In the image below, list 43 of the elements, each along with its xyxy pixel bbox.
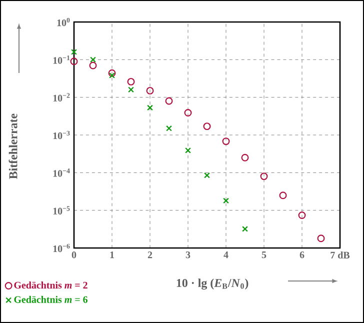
- y-tick-label: 10$^{−4}$: [53, 168, 70, 177]
- point: [184, 108, 192, 116]
- point: [108, 69, 116, 77]
- point: [204, 172, 210, 178]
- x-tick-label: 5: [262, 252, 266, 258]
- point: [241, 154, 249, 162]
- point: [242, 226, 248, 232]
- x-axis-title: 10 · lg (E$_{B}$/N$_{0}$): [176, 278, 248, 290]
- x-tick-label: 4: [224, 252, 228, 258]
- point: [146, 86, 154, 94]
- y-tick-label: 10$^{−6}$: [53, 244, 70, 252]
- x-tick-label: 1: [110, 252, 114, 258]
- point: [165, 97, 173, 105]
- point: [90, 56, 96, 63]
- x-tick-label: 6: [300, 252, 304, 258]
- y-axis-title: Bitfehlerrate: [8, 114, 18, 179]
- point: [223, 198, 229, 204]
- point: [71, 48, 77, 55]
- y-tick-label: 10$^{−1}$: [53, 56, 70, 64]
- point: [128, 86, 134, 93]
- point: [185, 147, 191, 154]
- point: [317, 234, 325, 242]
- y-tick-label: 10$^{0}$: [57, 18, 70, 26]
- point: [203, 122, 211, 130]
- legend-label: Gedächtnis m = 2: [14, 282, 88, 289]
- y-tick-label: 10$^{−3}$: [53, 130, 70, 140]
- point: [260, 172, 268, 180]
- x-tick-label: 7 dB: [330, 252, 350, 259]
- x-tick-label: 3: [186, 252, 190, 258]
- x-tick-label: 0: [72, 252, 76, 258]
- point: [166, 125, 172, 132]
- point: [147, 104, 153, 111]
- point: [70, 58, 78, 66]
- point: [298, 212, 306, 219]
- y-tick-label: 10$^{−2}$: [53, 93, 70, 102]
- point: [222, 138, 230, 146]
- legend-label: Gedächtnis m = 6: [14, 296, 88, 303]
- y-tick-label: 10$^{−5}$: [53, 206, 70, 214]
- point: [89, 62, 97, 70]
- x-tick-label: 2: [148, 252, 152, 258]
- point: [279, 192, 287, 200]
- point: [109, 72, 115, 78]
- point: [127, 78, 135, 86]
